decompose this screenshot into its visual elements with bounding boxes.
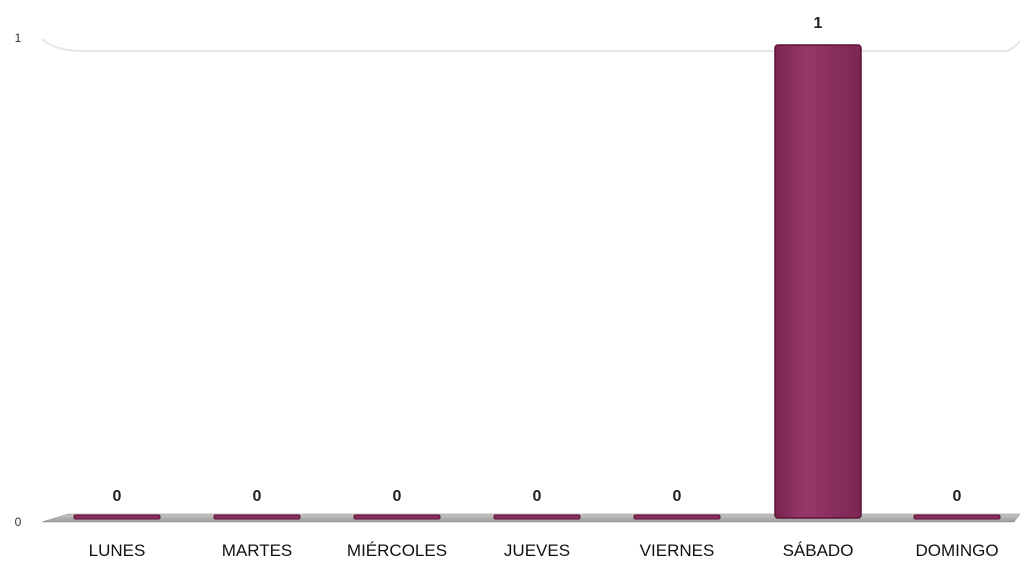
data-label: 0 — [673, 488, 682, 505]
data-label: 1 — [814, 15, 823, 32]
data-label: 0 — [393, 488, 402, 505]
gridlines — [41, 38, 1021, 52]
data-label: 0 — [533, 488, 542, 505]
gridline-top — [41, 38, 1021, 52]
data-label: 0 — [253, 488, 262, 505]
x-tick-label: SÁBADO — [783, 541, 854, 560]
x-axis-categories: LUNES MARTES MIÉRCOLES JUEVES VIERNES SÁBADO D… — [89, 541, 999, 560]
y-axis-ticks: 01 — [15, 31, 22, 529]
bar — [493, 514, 581, 520]
data-label: 0 — [113, 488, 122, 505]
bar — [73, 514, 161, 520]
data-label: 0 — [953, 488, 962, 505]
bars — [73, 44, 1001, 520]
y-tick-label: 1 — [15, 31, 22, 45]
x-tick-label: MIÉRCOLES — [347, 541, 447, 560]
x-tick-label: MARTES — [222, 541, 293, 560]
bar — [774, 44, 862, 519]
bar — [913, 514, 1001, 520]
y-tick-label: 0 — [15, 515, 22, 529]
x-tick-label: LUNES — [89, 541, 146, 560]
bar — [633, 514, 721, 520]
data-labels: 0 0 0 0 0 1 0 — [113, 15, 962, 505]
x-tick-label: JUEVES — [504, 541, 570, 560]
bar — [353, 514, 441, 520]
x-tick-label: VIERNES — [640, 541, 715, 560]
x-tick-label: DOMINGO — [915, 541, 998, 560]
bar — [213, 514, 301, 520]
